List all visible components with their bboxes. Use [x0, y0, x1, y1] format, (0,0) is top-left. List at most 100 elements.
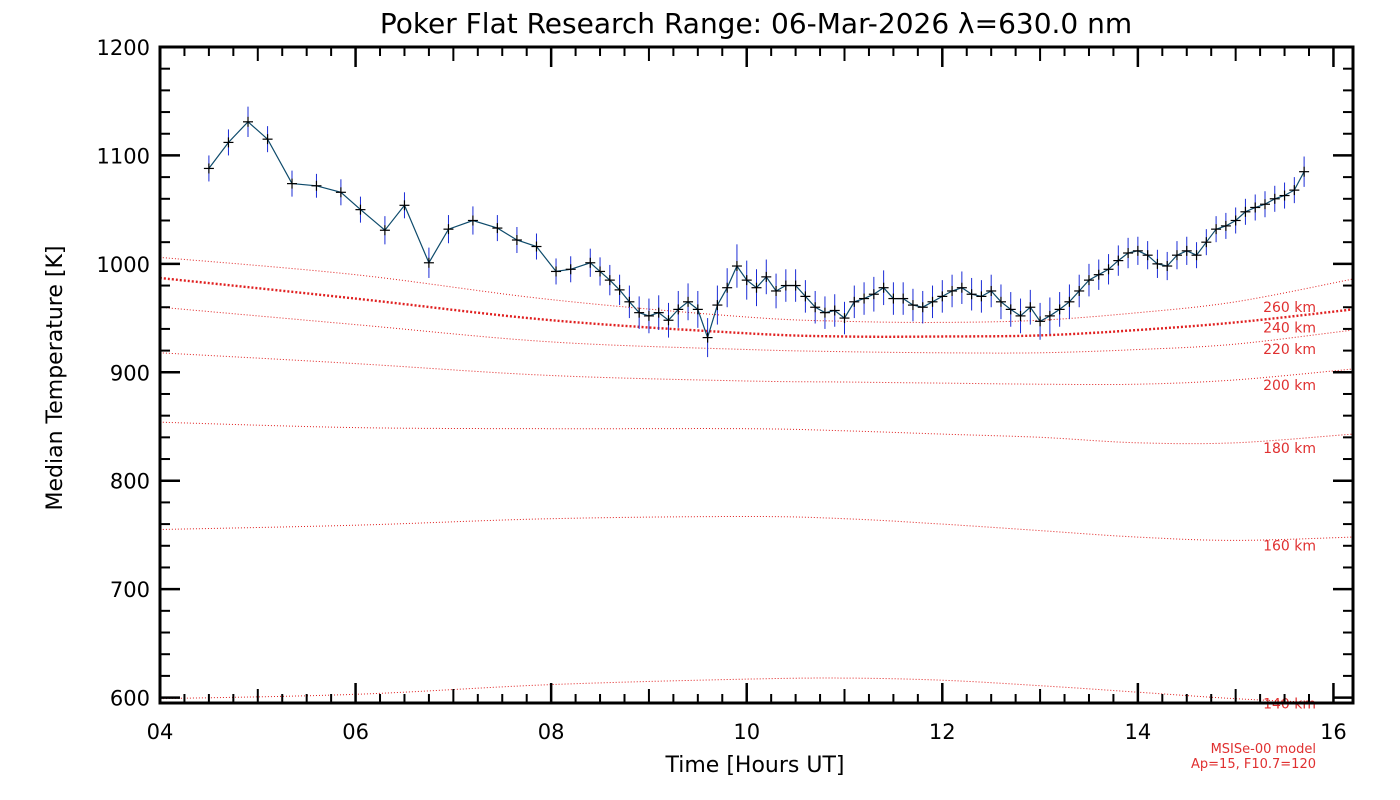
data-point: [1240, 206, 1251, 217]
model-curve-label: 240 km: [1263, 320, 1316, 336]
data-point: [839, 313, 850, 324]
data-point: [1083, 275, 1094, 286]
data-point: [1181, 245, 1192, 256]
data-point: [673, 304, 684, 315]
data-point: [878, 282, 889, 293]
x-tick-label: 10: [733, 720, 760, 744]
data-point: [907, 300, 918, 311]
data-point: [917, 302, 928, 313]
data-point: [995, 296, 1006, 307]
data-point: [1005, 304, 1016, 315]
data-line: [208, 120, 1305, 340]
y-tick-label: 600: [110, 687, 150, 711]
data-point: [604, 275, 615, 286]
data-point: [311, 180, 322, 191]
x-tick-label: 14: [1125, 720, 1152, 744]
data-point: [1191, 250, 1202, 261]
data-point: [1132, 245, 1143, 256]
data-point: [790, 280, 801, 291]
data-point: [643, 310, 654, 321]
data-point: [712, 300, 723, 311]
data-point: [888, 293, 899, 304]
data-point: [947, 285, 958, 296]
x-tick-label: 12: [929, 720, 956, 744]
data-point: [1279, 190, 1290, 201]
data-point: [653, 307, 664, 318]
data-point: [731, 261, 742, 272]
data-point: [966, 289, 977, 300]
data-point: [243, 116, 254, 127]
data-point: [898, 293, 909, 304]
data-point: [531, 241, 542, 252]
data-point: [1044, 310, 1055, 321]
data-point: [683, 296, 694, 307]
data-point: [1171, 250, 1182, 261]
model-curve: [159, 421, 1354, 445]
data-point: [443, 224, 454, 235]
data-point: [1211, 224, 1222, 235]
data-point: [829, 305, 840, 316]
data-point: [355, 204, 366, 215]
data-point: [287, 178, 298, 189]
y-tick-label: 800: [110, 470, 150, 494]
data-point: [1015, 310, 1026, 321]
data-point: [423, 257, 434, 268]
data-point: [399, 200, 410, 211]
model-curve: [159, 352, 1354, 386]
data-point: [771, 285, 782, 296]
data-point: [614, 284, 625, 295]
data-point: [849, 296, 860, 307]
axis-ticks: 04 06 08 10 12 14 16 600 700 800 900 1000 1100 1200: [97, 36, 1353, 744]
data-point: [751, 282, 762, 293]
data-point: [810, 302, 821, 313]
data-point: [1054, 304, 1065, 315]
data-point: [1269, 193, 1280, 204]
data-point: [956, 282, 967, 293]
model-curve-label: 180 km: [1263, 441, 1316, 457]
data-point: [335, 187, 346, 198]
data-point: [1220, 220, 1231, 231]
data-point: [1201, 237, 1212, 248]
model-curves: 260 km 240 km 220 km 200 km 180 km 160 km 140 …: [159, 256, 1354, 713]
x-tick-label: 06: [342, 720, 369, 744]
model-curve-label: 220 km: [1263, 342, 1316, 358]
y-tick-label: 1100: [97, 144, 150, 168]
data-point: [663, 315, 674, 326]
data-point: [722, 282, 733, 293]
data-point: [1025, 302, 1036, 313]
model-curve-label: 200 km: [1263, 378, 1316, 394]
data-series: [203, 106, 1310, 358]
model-curve-label: 160 km: [1263, 538, 1316, 554]
data-point: [634, 307, 645, 318]
data-point: [551, 266, 562, 277]
x-tick-label: 04: [147, 720, 174, 744]
data-point: [223, 137, 234, 148]
data-point: [859, 293, 870, 304]
data-point: [1074, 285, 1085, 296]
data-point: [819, 307, 830, 318]
data-point: [379, 225, 390, 236]
model-footnote-line1: MSISe-00 model: [1211, 742, 1316, 757]
data-point: [585, 257, 596, 268]
model-footnote-line2: Ap=15, F10.7=120: [1191, 757, 1316, 772]
data-point: [1093, 269, 1104, 280]
data-point: [1162, 261, 1173, 272]
model-curve: [159, 515, 1354, 541]
data-point: [927, 296, 938, 307]
data-point: [511, 235, 522, 246]
y-tick-label: 700: [110, 578, 150, 602]
data-point: [1230, 215, 1241, 226]
plot-frame: [158, 45, 1355, 705]
data-point: [1142, 250, 1153, 261]
data-point: [203, 163, 214, 174]
data-point: [1152, 258, 1163, 269]
model-curve: [159, 677, 1354, 705]
x-tick-label: 16: [1320, 720, 1347, 744]
data-point: [741, 275, 752, 286]
y-tick-label: 900: [110, 361, 150, 385]
model-curve: [159, 276, 1354, 338]
data-point: [1064, 296, 1075, 307]
data-point: [1250, 202, 1261, 213]
data-point: [1035, 316, 1046, 327]
